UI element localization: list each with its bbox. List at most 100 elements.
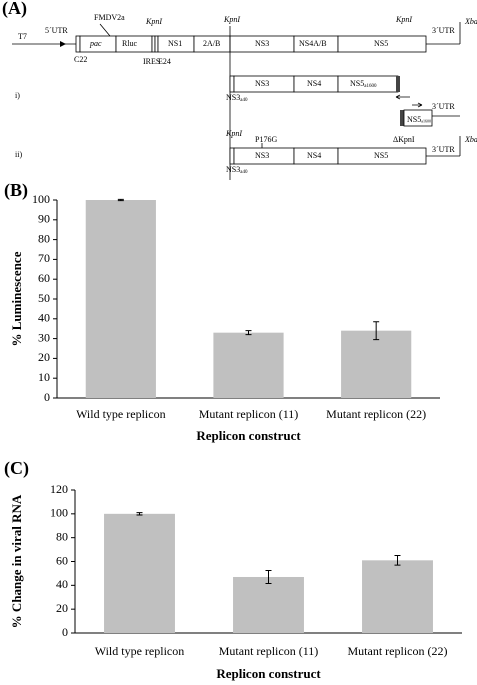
- y-tick-label: 60: [38, 271, 50, 285]
- y-tick-label: 0: [62, 625, 68, 639]
- gene: NS5a1600: [350, 79, 377, 89]
- y-tick-label: 120: [50, 482, 68, 496]
- y-tick-label: 60: [56, 553, 68, 567]
- utr-label: 3´UTR: [432, 26, 455, 35]
- box: [229, 75, 235, 93]
- chart: (C) 0 20 40 60 80 100 120 Wild type replicon Muta…: [4, 458, 462, 681]
- row-label: i): [15, 91, 20, 100]
- subscript: a1600: [421, 118, 431, 123]
- primer: [396, 76, 400, 92]
- gene: NS5a1600: [407, 115, 431, 124]
- error-bar: [245, 330, 252, 336]
- arrow: [60, 41, 66, 47]
- box: [75, 35, 81, 53]
- marker: FMDV2a: [94, 13, 125, 22]
- y-tick-label: 80: [38, 231, 50, 245]
- y-tick-label: 90: [38, 212, 50, 226]
- error-bar: [136, 512, 143, 516]
- marker: KpnI: [395, 15, 412, 24]
- y-tick-label: 50: [38, 291, 50, 305]
- error-bar: [117, 198, 124, 202]
- gene: 2A/B: [203, 39, 220, 48]
- box: [151, 35, 156, 53]
- gene: NS4: [307, 79, 321, 88]
- y-tick-label: 70: [38, 251, 50, 265]
- utr-label: 5´UTR: [45, 26, 68, 35]
- panel-label: (B): [4, 180, 28, 201]
- site: XbaI: [464, 135, 477, 144]
- primer: [400, 110, 404, 126]
- marker: C22: [74, 55, 87, 64]
- chart: (B) 0 10 20 30 40 50 60 70 80 90 100 Wild type repli…: [4, 180, 440, 443]
- subscript: a1600: [364, 84, 377, 89]
- x-tick-label: Wild type replicon: [95, 644, 185, 658]
- gene: NS5: [374, 39, 388, 48]
- y-tick-label: 100: [32, 192, 50, 206]
- diagram: (A) T7 5´UTR pac Rluc NS1 2A/B NS3 NS4A/…: [2, 0, 477, 180]
- x-axis-title: Replicon construct: [216, 666, 321, 681]
- y-axis-title: % Luminescence: [9, 251, 24, 346]
- gene: NS3a40: [226, 165, 248, 175]
- gene: NS3: [255, 39, 269, 48]
- bar: [104, 513, 175, 633]
- y-tick-label: 40: [38, 311, 50, 325]
- x-tick-label: Mutant replicon (11): [199, 407, 299, 421]
- box: [403, 109, 433, 127]
- text: NS5: [407, 115, 421, 124]
- error-bar: [394, 555, 401, 566]
- y-tick-label: 10: [38, 370, 50, 384]
- text: NS5: [350, 79, 364, 88]
- text: NS3: [226, 93, 240, 102]
- x-tick-label: Wild type replicon: [76, 407, 166, 421]
- text: NS3: [226, 165, 240, 174]
- arrow: [395, 94, 410, 100]
- x-axis-title: Replicon construct: [196, 428, 301, 443]
- y-tick-label: 100: [50, 506, 68, 520]
- panel-label: (A): [2, 0, 27, 19]
- y-tick-label: 40: [56, 577, 68, 591]
- marker: IRES: [143, 57, 160, 66]
- y-tick-label: 20: [56, 601, 68, 615]
- y-axis-title: % Change in viral RNA: [9, 494, 24, 628]
- gene: NS3a40: [226, 93, 248, 103]
- gene: NS4A/B: [299, 39, 327, 48]
- row-label: ii): [15, 150, 22, 159]
- gene: NS5: [374, 151, 388, 160]
- y-tick-label: 20: [38, 350, 50, 364]
- arrow: [412, 102, 423, 108]
- marker: E24: [158, 57, 171, 66]
- marker: KpnI: [225, 129, 242, 138]
- y-tick-label: 80: [56, 529, 68, 543]
- utr-label: 3´UTR: [432, 102, 455, 111]
- error-bar: [265, 569, 272, 585]
- x-tick-label: Mutant replicon (22): [326, 407, 426, 421]
- box: [229, 147, 235, 165]
- subscript: a40: [240, 170, 248, 175]
- line: [99, 23, 111, 37]
- x-tick-label: Mutant replicon (11): [219, 644, 319, 658]
- subscript: a40: [240, 98, 248, 103]
- gene: Rluc: [122, 39, 138, 48]
- marker: P176G: [255, 135, 277, 144]
- marker: ΔKpnI: [393, 135, 415, 144]
- gene: NS1: [168, 39, 182, 48]
- bar: [362, 560, 433, 633]
- utr-label: 3´UTR: [432, 145, 455, 154]
- bar: [341, 330, 412, 398]
- gene: pac: [89, 39, 102, 48]
- gene: NS3: [255, 79, 269, 88]
- y-tick-label: 0: [44, 390, 50, 404]
- box: [154, 35, 159, 53]
- x-tick-label: Mutant replicon (22): [348, 644, 448, 658]
- y-tick-label: 30: [38, 330, 50, 344]
- marker: KpnI: [223, 15, 240, 24]
- site: XbaI: [464, 17, 477, 26]
- panel-label: (C): [4, 458, 29, 479]
- promoter: T7: [18, 32, 27, 41]
- gene: NS3: [255, 151, 269, 160]
- bar: [233, 576, 304, 633]
- bar: [213, 332, 284, 398]
- marker: KpnI: [145, 17, 162, 26]
- error-bar: [373, 321, 380, 341]
